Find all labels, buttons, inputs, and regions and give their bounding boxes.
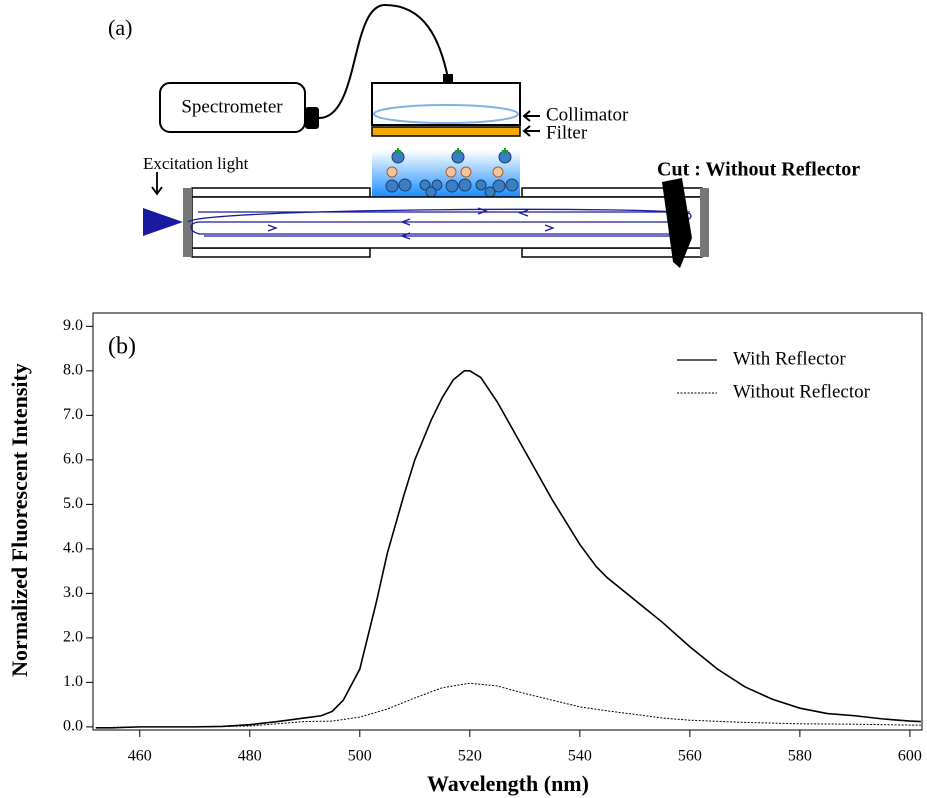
diagram: (a) Spectrometer Collimator Filter (108, 3, 860, 268)
y-tick-label: 7.0 (63, 406, 83, 423)
y-tick-label: 5.0 (63, 495, 83, 512)
connector (443, 74, 453, 83)
collimator-label: Collimator (546, 104, 629, 125)
markers (395, 148, 508, 154)
y-tick-label: 2.0 (63, 629, 83, 646)
cut-label: Cut : Without Reflector (657, 159, 860, 181)
end-cap (183, 188, 192, 257)
series-line (95, 682, 921, 729)
spectrometer-box (159, 82, 306, 133)
plot-frame (92, 312, 923, 731)
connector (305, 107, 319, 129)
legend-label: With Reflector (733, 348, 846, 369)
x-tick-label: 460 (128, 748, 152, 765)
x-axis-title: Wavelength (nm) (427, 771, 589, 796)
y-tick-label: 3.0 (63, 584, 83, 601)
filter-label: Filter (546, 122, 588, 143)
x-tick-label: 580 (788, 748, 812, 765)
x-tick-label: 480 (238, 748, 262, 765)
y-tick-label: 4.0 (63, 540, 83, 557)
rays (187, 207, 692, 240)
series-line (95, 370, 921, 729)
labels-dots (386, 166, 504, 178)
chart: (b) Wavelength (nm) Normalized Fluoresce… (7, 312, 923, 796)
x-tick-label: 600 (898, 748, 922, 765)
x-tick-label: 500 (348, 748, 372, 765)
lens (373, 104, 519, 124)
y-tick-label: 1.0 (63, 673, 83, 690)
x-tick-label: 560 (678, 748, 702, 765)
end-cap (700, 188, 709, 257)
y-axis-title: Normalized Fluorescent Intensity (7, 363, 32, 677)
y-tick-label: 6.0 (63, 451, 83, 468)
cladding (191, 187, 371, 198)
light-source (143, 208, 183, 236)
y-tick-label: 9.0 (63, 317, 83, 334)
molecules (385, 150, 519, 198)
cut (662, 178, 692, 268)
x-tick-label: 520 (458, 748, 482, 765)
filter (371, 126, 521, 137)
cable (318, 3, 449, 119)
y-tick-label: 8.0 (63, 362, 83, 379)
arrow (151, 172, 163, 196)
x-tick-label: 540 (568, 748, 592, 765)
spectrometer-label: Spectrometer (181, 96, 283, 117)
cladding (191, 247, 371, 258)
legend-label: Without Reflector (733, 381, 871, 402)
excitation-label: Excitation light (143, 154, 249, 173)
panel-label: (a) (108, 15, 132, 40)
y-tick-label: 0.0 (63, 718, 83, 735)
panel-label: (b) (108, 334, 136, 360)
arrows (522, 110, 540, 137)
